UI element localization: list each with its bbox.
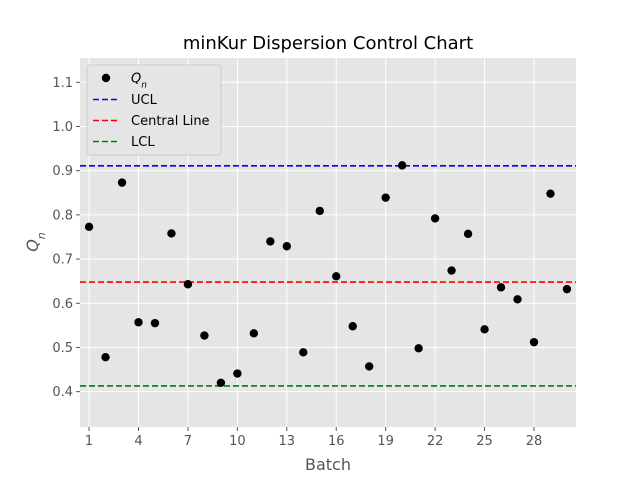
data-point [496,283,506,292]
data-point [348,322,357,331]
data-point [299,348,308,357]
x-tick-label: 28 [526,434,543,449]
y-tick-label: 0.6 [52,297,73,312]
x-tick-label: 16 [328,434,345,449]
data-point [101,352,110,362]
x-tick-label: 25 [476,434,493,449]
legend-label-lcl: LCL [131,135,155,150]
x-tick-label: 10 [229,434,246,449]
data-point [414,344,423,353]
legend-label-series: Qn [131,72,147,91]
legend-label-ucl: UCL [131,93,158,108]
x-tick-label: 19 [377,434,394,449]
data-point [249,329,259,338]
data-point [216,378,226,388]
data-point [332,272,341,281]
y-tick-label: 0.8 [52,208,73,223]
reference-lines [80,165,576,387]
data-point [381,193,390,202]
data-point [183,280,193,289]
data-point [397,161,407,170]
legend-box [86,64,222,156]
data-point [315,206,324,216]
data-point [282,242,292,251]
x-tick-label: 1 [85,434,93,449]
x-tick-label: 22 [427,434,444,449]
y-tick-label: 0.7 [52,253,73,268]
x-tick-label: 13 [279,434,296,449]
data-point [513,295,522,304]
y-axis-ticks: 0.4 0.5 0.6 0.7 0.8 0.9 1.0 1.1 [52,76,80,400]
x-axis-label: Batch [305,455,351,474]
data-point [364,362,374,371]
data-point [463,229,473,239]
legend-label-central-line: Central Line [131,114,210,129]
data-point [447,266,456,275]
data-point [167,229,176,238]
data-point [200,331,209,340]
x-tick-label: 7 [184,434,192,449]
y-tick-label: 0.9 [52,164,73,179]
data-point [562,284,572,294]
legend: Qn UCL Central Line LCL [86,64,222,156]
chart-title: minKur Dispersion Control Chart [183,33,473,54]
y-tick-label: 1.0 [52,120,73,135]
data-point [529,337,539,347]
y-axis-label: Qn [23,232,48,252]
data-point [480,325,489,334]
y-tick-label: 1.1 [52,76,73,91]
data-points [84,161,572,388]
data-point [546,189,555,198]
data-point [266,237,275,246]
data-point [84,222,94,232]
data-point [150,318,160,328]
y-tick-label: 0.4 [52,385,73,400]
data-point [430,214,440,223]
legend-marker-series [101,73,111,83]
y-tick-label: 0.5 [52,341,73,356]
x-axis-ticks: 1 4 7 10 13 16 19 22 25 28 [85,427,542,449]
x-tick-label: 4 [134,434,142,449]
data-point [117,178,127,187]
data-point [134,318,143,327]
data-point [233,369,242,378]
